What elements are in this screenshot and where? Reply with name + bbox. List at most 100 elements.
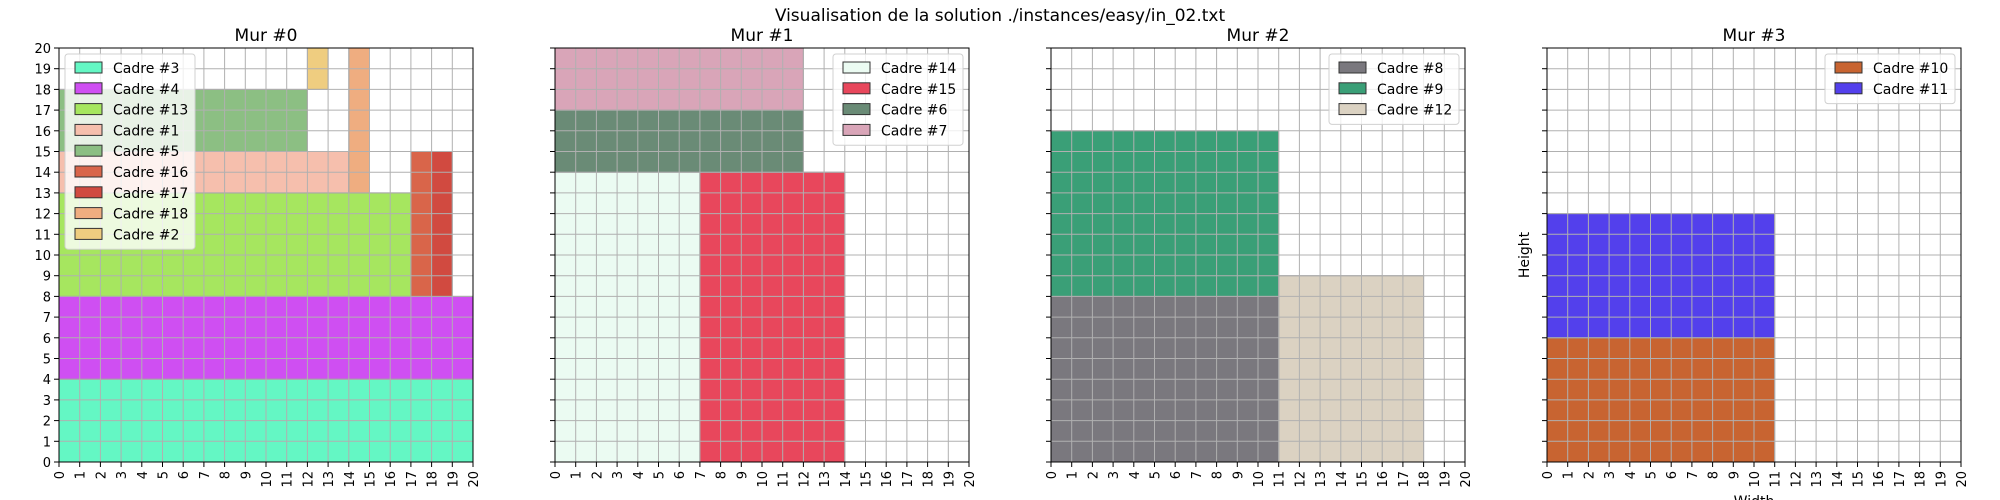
legend-entry: Cadre #1 [113,123,179,139]
x-tick-label: 18 [426,471,441,488]
legend-box [64,53,196,250]
x-tick-label: 3 [1107,471,1122,479]
panel-title: Mur #3 [1723,26,1786,46]
legend: Cadre #10 Cadre #11 [1824,53,1956,105]
y-tick-label: 17 [34,104,51,119]
y-tick-label: 0 [43,456,51,471]
legend: Cadre #8 Cadre #9 Cadre #12 [1328,53,1460,125]
x-tick-label: 10 [1748,471,1763,488]
legend-swatch [74,82,103,95]
y-tick-label: 11 [34,228,51,243]
legend-entry: Cadre #17 [113,186,188,202]
x-tick-label: 11 [281,471,296,488]
x-tick-label: 11 [1769,471,1784,488]
x-tick-label: 15 [1852,471,1867,488]
x-tick-label: 9 [735,471,750,479]
x-tick-label: 16 [880,471,895,488]
x-tick-label: 3 [1603,471,1618,479]
x-tick-label: 14 [343,471,358,488]
legend-entry: Cadre #16 [113,165,188,181]
legend-swatch [842,61,871,74]
x-axis-label: Width [1734,494,1775,500]
x-tick-label: 14 [1831,471,1846,488]
x-tick-label: 9 [1727,471,1742,479]
frame-rect [410,151,433,297]
x-tick-label: 20 [963,471,978,488]
y-tick-label: 18 [34,83,51,98]
legend-entry: Cadre #11 [1873,82,1948,98]
y-tick-label: 3 [43,394,51,409]
x-tick-label: 7 [1190,471,1205,479]
x-tick-label: 8 [219,471,234,479]
x-tick-label: 3 [611,471,626,479]
y-tick-label: 15 [34,146,51,161]
x-tick-label: 12 [1293,471,1308,488]
y-tick-label: 2 [43,415,51,430]
x-tick-label: 17 [1397,471,1412,488]
x-tick-label: 20 [1459,471,1474,488]
legend-swatch [74,103,103,116]
frame-rect [1278,275,1425,463]
x-tick-label: 13 [322,471,337,488]
x-tick-label: 0 [1541,471,1556,479]
x-tick-label: 19 [446,471,461,488]
x-tick-label: 9 [239,471,254,479]
x-tick-label: 19 [942,471,957,488]
x-tick-label: 5 [1645,471,1660,479]
x-tick-label: 19 [1438,471,1453,488]
frame-rect [431,151,453,297]
legend-entry: Cadre #15 [881,82,956,98]
figure-title: Visualisation de la solution ./instances… [774,6,1226,26]
y-tick-label: 19 [34,63,51,78]
legend-entry: Cadre #2 [113,227,179,243]
x-tick-label: 13 [1314,471,1329,488]
x-tick-label: 6 [1665,471,1680,479]
legend-swatch [1338,103,1367,116]
y-tick-label: 7 [43,311,51,326]
legend-entry: Cadre #12 [1377,103,1452,119]
x-tick-label: 10 [1252,471,1267,488]
x-tick-label: 19 [1934,471,1949,488]
x-tick-label: 15 [1356,471,1371,488]
x-tick-label: 16 [384,471,399,488]
y-tick-label: 9 [43,270,51,285]
x-tick-label: 7 [198,471,213,479]
legend: Cadre #14 Cadre #15 Cadre #6 Cadre #7 [832,53,964,146]
legend-swatch [842,123,871,136]
legend-swatch [74,144,103,157]
y-tick-label: 6 [43,332,51,347]
frame-rect [348,47,370,194]
x-tick-label: 1 [74,471,89,479]
legend-swatch [1834,61,1863,74]
x-tick-label: 8 [1211,471,1226,479]
x-tick-label: 4 [1128,471,1143,479]
x-tick-label: 11 [777,471,792,488]
x-tick-label: 5 [653,471,668,479]
x-tick-label: 10 [260,471,275,488]
x-tick-label: 16 [1872,471,1887,488]
legend-swatch [842,82,871,95]
y-tick-label: 14 [34,166,51,181]
legend-swatch [74,186,103,199]
x-tick-label: 4 [632,471,647,479]
x-tick-label: 13 [1810,471,1825,488]
legend-swatch [74,207,103,220]
x-tick-label: 17 [1893,471,1908,488]
legend-entry: Cadre #7 [881,123,947,139]
panel-title: Mur #2 [1227,26,1290,46]
x-tick-label: 0 [1045,471,1060,479]
x-tick-label: 12 [301,471,316,488]
x-tick-label: 20 [1955,471,1970,488]
x-tick-label: 15 [364,471,379,488]
x-tick-label: 10 [756,471,771,488]
legend-entry: Cadre #10 [1873,61,1948,77]
y-tick-label: 10 [34,249,51,264]
x-tick-label: 17 [901,471,916,488]
legend-box [832,53,964,146]
x-tick-label: 6 [1169,471,1184,479]
x-tick-label: 0 [53,471,68,479]
legend-swatch [74,165,103,178]
legend-swatch [74,227,103,240]
